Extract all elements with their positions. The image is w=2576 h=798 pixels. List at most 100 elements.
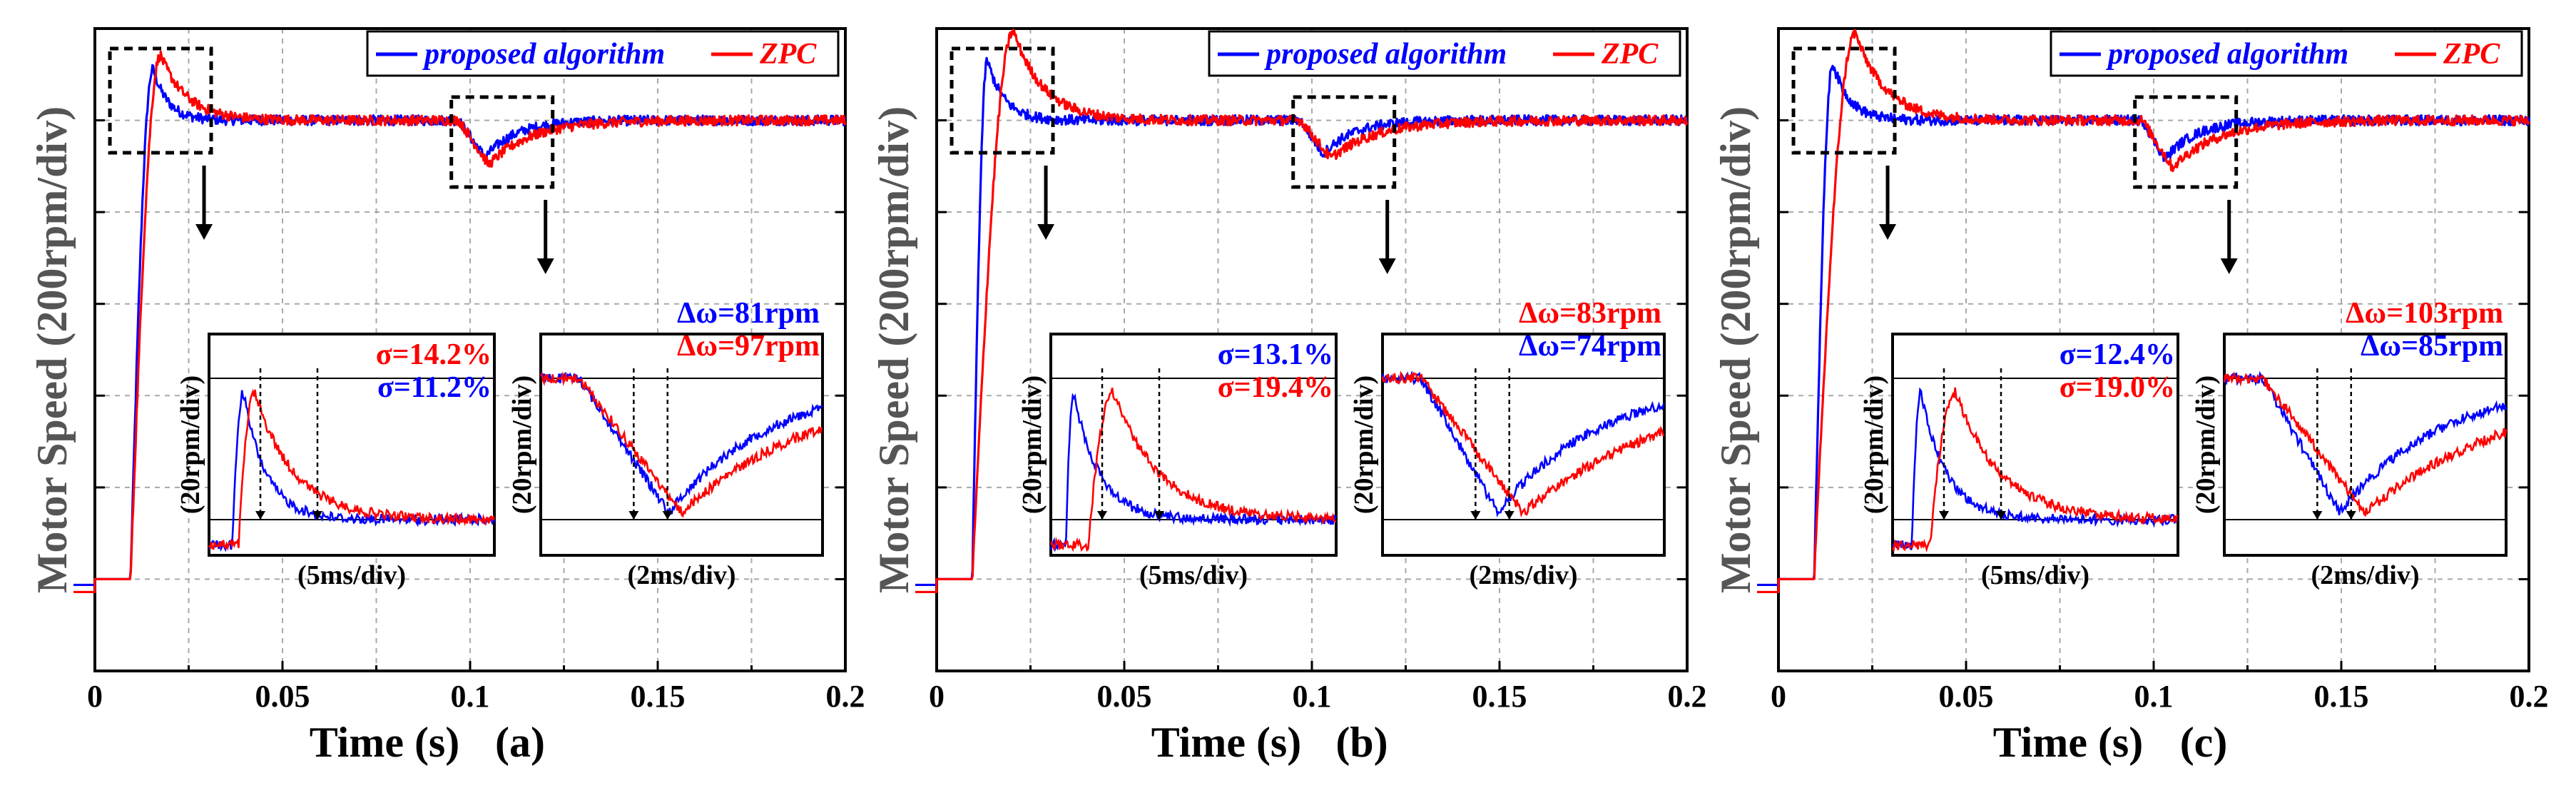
inset-measure-arrow [1939,511,1949,520]
x-tick-label: 0.05 [1939,679,1994,714]
inset-x-label: (5ms/div) [1981,560,2089,590]
inset-annotation: Δω=83rpm [1519,297,1661,330]
inset-annotation: σ=12.4% [2060,338,2175,371]
y-axis-label: Motor Speed (200rpm/div) [870,106,917,593]
inset-y-label: (20rpm/div) [507,375,537,514]
legend-label-1: ZPC [2443,38,2500,71]
inset-frame [1381,333,1666,557]
inset-x-label: (2ms/div) [2311,560,2420,590]
inset-y-label: (20rpm/div) [2191,375,2221,514]
inset-y-label: (20rpm/div) [1349,375,1379,514]
inset-series-1 [1049,388,1337,552]
inset-x-label: (5ms/div) [297,560,406,590]
inset-measure-arrow [1097,511,1107,520]
x-axis-label: Time (s) [1151,719,1302,766]
zoom-box-0 [950,46,1055,155]
inset-measure-arrow [1154,511,1164,520]
inset-x-label: (2ms/div) [628,560,736,590]
inset-series-0 [1381,370,1665,518]
zoom-arrow-head-0 [1879,224,1897,240]
zoom-box-0 [1791,46,1897,155]
x-tick-label: 0.1 [2134,679,2174,714]
legend-label-0: proposed algorithm [422,38,665,71]
inset-series-1 [1891,387,2179,553]
inset-series-1 [208,388,496,551]
zoom-box-1 [449,95,555,189]
inset-x-label: (5ms/div) [1139,560,1248,590]
inset-measure-arrow [1470,511,1481,520]
legend-label-1: ZPC [759,38,817,71]
inset-y-label: (20rpm/div) [175,375,205,514]
inset-annotation: σ=13.1% [1218,338,1333,371]
x-tick-label: 0.2 [2510,679,2549,714]
inset-x-label: (2ms/div) [1470,560,1578,590]
legend-label-0: proposed algorithm [1264,38,1507,71]
x-tick-label: 0.15 [631,679,686,714]
inset-series-1 [2223,371,2508,517]
x-tick-label: 0.05 [255,679,310,714]
legend-box [366,30,840,77]
inset-left: (5ms/div) (20rpm/div) σ=12.4%σ=19.0% [1859,333,2179,590]
series-1-line [915,29,1689,594]
legend-label-1: ZPC [1601,38,1659,71]
x-tick-label: 0.05 [1097,679,1152,714]
legend-label-0: proposed algorithm [2106,38,2348,71]
zoom-arrow-head-0 [1037,224,1055,240]
x-tick-label: 0 [929,679,945,714]
panel-label: (c) [2180,719,2228,766]
inset-series-0 [1049,393,1338,552]
zoom-arrow-head-1 [1378,258,1396,274]
inset-y-label: (20rpm/div) [1859,375,1889,514]
inset-annotation: Δω=103rpm [2346,297,2503,330]
series-1-line [1757,29,2530,594]
zoom-arrow-head-0 [195,224,213,240]
inset-annotation: Δω=85rpm [2361,330,2503,363]
legend: proposed algorithm ZPC [1208,30,1681,77]
zoom-arrow-head-1 [536,258,554,274]
inset-annotation: σ=19.4% [1218,371,1333,404]
inset-y-label: (20rpm/div) [1017,375,1047,514]
inset-annotation: σ=19.0% [2060,371,2175,404]
zoom-box-0 [108,46,213,155]
x-tick-label: 0.2 [1668,679,1707,714]
x-tick-label: 0.15 [2314,679,2369,714]
inset-series-1 [539,371,823,518]
inset-left: (5ms/div) (20rpm/div) σ=14.2%σ=11.2% [175,333,496,590]
inset-series-0 [208,390,496,552]
inset-annotation: Δω=74rpm [1519,330,1661,363]
x-axis-label: Time (s) [310,719,460,766]
inset-annotation: Δω=81rpm [677,297,820,330]
x-tick-label: 0 [1771,679,1786,714]
inset-frame [2223,333,2508,557]
inset-annotation: σ=11.2% [377,371,492,404]
series-1-line [73,50,847,594]
zoom-box-1 [2133,95,2239,189]
panel-1: 0 0.05 0.1 0.15 0.2 Time (s) (b) Motor Speed (2… [870,27,1707,766]
inset-measure-arrow [255,511,265,520]
inset-left: (5ms/div) (20rpm/div) σ=13.1%σ=19.4% [1017,333,1338,590]
inset-annotation: σ=14.2% [376,338,492,371]
x-tick-label: 0.1 [1293,679,1332,714]
inset-measure-arrow [312,511,322,520]
inset-series-1 [1381,370,1665,518]
x-tick-label: 0.15 [1472,679,1527,714]
y-axis-label: Motor Speed (200rpm/div) [29,106,76,593]
legend: proposed algorithm ZPC [2050,30,2523,77]
inset-measure-arrow [662,511,673,520]
x-axis-label: Time (s) [1993,719,2144,766]
y-axis-label: Motor Speed (200rpm/div) [1712,106,1759,593]
inset-measure-arrow [2312,511,2323,520]
inset-measure-arrow [1996,511,2006,520]
legend-box [2050,30,2523,77]
zoom-box-1 [1291,95,1397,189]
x-tick-label: 0.1 [451,679,490,714]
zoom-arrow-head-1 [2220,258,2238,274]
x-tick-label: 0 [87,679,103,714]
panel-2: 0 0.05 0.1 0.15 0.2 Time (s) (c) Motor Speed (2… [1712,27,2549,766]
inset-measure-arrow [628,511,639,520]
